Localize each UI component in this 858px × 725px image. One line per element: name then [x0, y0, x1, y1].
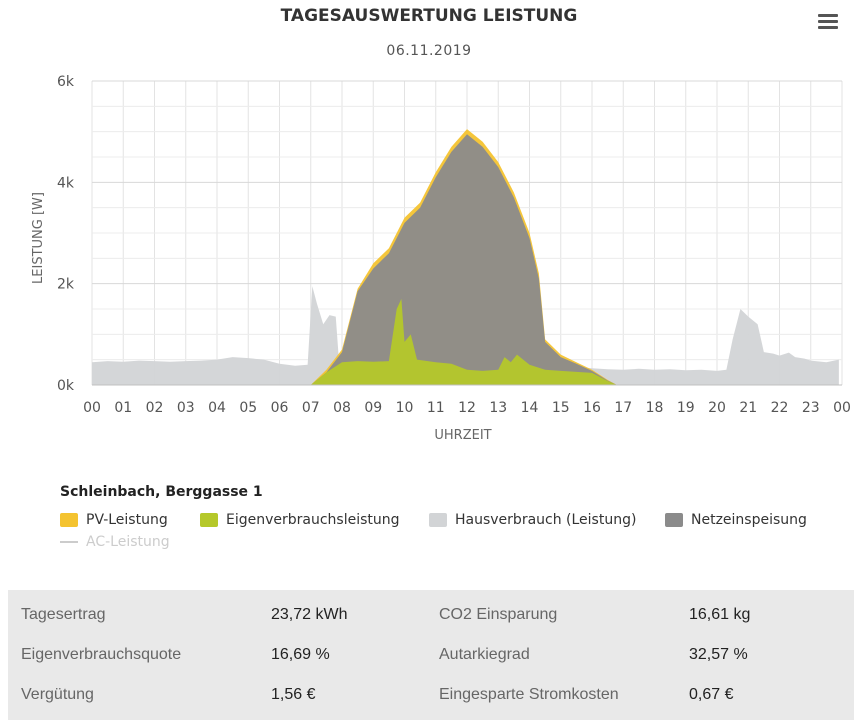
x-tick-label: 22 — [771, 400, 789, 416]
x-tick-label: 18 — [646, 400, 664, 416]
legend-label: Eigenverbrauchsleistung — [226, 512, 400, 528]
legend-item-hausverbrauch[interactable]: Hausverbrauch (Leistung) — [429, 512, 636, 528]
y-tick-label: 2k — [57, 277, 75, 293]
legend-swatch — [665, 513, 683, 527]
x-tick-label: 20 — [708, 400, 726, 416]
x-tick-label: 03 — [177, 400, 195, 416]
legend-swatch — [60, 541, 78, 543]
stats-row: Vergütung 1,56 € Eingesparte Stromkosten… — [8, 675, 854, 715]
legend-label: Netzeinspeisung — [691, 512, 807, 528]
page-title: TAGESAUSWERTUNG LEISTUNG — [280, 6, 578, 26]
y-axis-title: LEISTUNG [W] — [31, 192, 46, 284]
x-tick-label: 02 — [146, 400, 164, 416]
hamburger-menu-icon[interactable] — [816, 12, 840, 32]
legend-label: AC-Leistung — [86, 534, 170, 550]
y-tick-label: 0k — [57, 378, 75, 394]
power-chart: 00 01 02 03 04 05 06 07 08 09 10 11 12 13 14 15 16 17 18 19… — [31, 74, 851, 443]
stats-row: Eigenverbrauchsquote 16,69 % Autarkiegra… — [8, 635, 854, 675]
x-tick-label: 11 — [427, 400, 445, 416]
legend-swatch — [429, 513, 447, 527]
x-tick-label: 13 — [489, 400, 507, 416]
legend-label: Hausverbrauch (Leistung) — [455, 512, 637, 528]
x-tick-label: 15 — [552, 400, 570, 416]
chart-date: 06.11.2019 — [386, 43, 472, 59]
stat-value: 32,57 % — [689, 646, 748, 663]
stat-label: Vergütung — [21, 686, 94, 703]
stats-row: Tagesertrag 23,72 kWh CO2 Einsparung 16,… — [8, 595, 854, 635]
stat-value: 23,72 kWh — [271, 606, 348, 623]
stat-label: Eingesparte Stromkosten — [439, 686, 619, 703]
x-tick-label: 04 — [208, 400, 226, 416]
x-axis-title: UHRZEIT — [434, 428, 491, 443]
y-tick-label: 4k — [57, 175, 75, 191]
x-tick-label: 16 — [583, 400, 601, 416]
x-tick-label: 09 — [364, 400, 382, 416]
stat-label: Autarkiegrad — [439, 646, 530, 663]
stat-value: 16,61 kg — [689, 606, 751, 623]
x-tick-label: 23 — [802, 400, 820, 416]
x-tick-label: 01 — [114, 400, 132, 416]
legend-label: PV-Leistung — [86, 512, 168, 528]
stat-label: Eigenverbrauchsquote — [21, 646, 182, 663]
x-tick-label: 14 — [521, 400, 539, 416]
series-eigenverbrauch-area — [310, 298, 617, 385]
x-tick-label: 08 — [333, 400, 351, 416]
x-tick-label: 10 — [396, 400, 414, 416]
stat-label: Tagesertrag — [21, 606, 106, 623]
x-tick-label: 19 — [677, 400, 695, 416]
x-tick-label: 05 — [239, 400, 257, 416]
legend-item-pv-leistung[interactable]: PV-Leistung — [60, 512, 168, 528]
legend-swatch — [200, 513, 218, 527]
stat-value: 16,69 % — [271, 646, 330, 663]
legend-item-ac-leistung[interactable]: AC-Leistung — [60, 534, 170, 550]
x-tick-label: 21 — [739, 400, 757, 416]
stat-value: 1,56 € — [271, 686, 316, 703]
x-tick-label: 17 — [614, 400, 632, 416]
stat-label: CO2 Einsparung — [439, 606, 558, 623]
x-tick-label: 00 — [83, 400, 101, 416]
stat-value: 0,67 € — [689, 686, 734, 703]
daily-stats-panel: Tagesertrag 23,72 kWh CO2 Einsparung 16,… — [8, 590, 854, 720]
x-tick-label: 00 — [833, 400, 851, 416]
x-tick-label: 12 — [458, 400, 476, 416]
legend-item-eigenverbrauchsleistung[interactable]: Eigenverbrauchsleistung — [200, 512, 400, 528]
x-tick-label: 07 — [302, 400, 320, 416]
series-netzeinspeisung-area — [310, 134, 617, 385]
legend-item-netzeinspeisung[interactable]: Netzeinspeisung — [665, 512, 807, 528]
legend-swatch — [60, 513, 78, 527]
x-tick-label: 06 — [271, 400, 289, 416]
y-tick-label: 6k — [57, 74, 75, 90]
legend-title: Schleinbach, Berggasse 1 — [60, 484, 263, 500]
